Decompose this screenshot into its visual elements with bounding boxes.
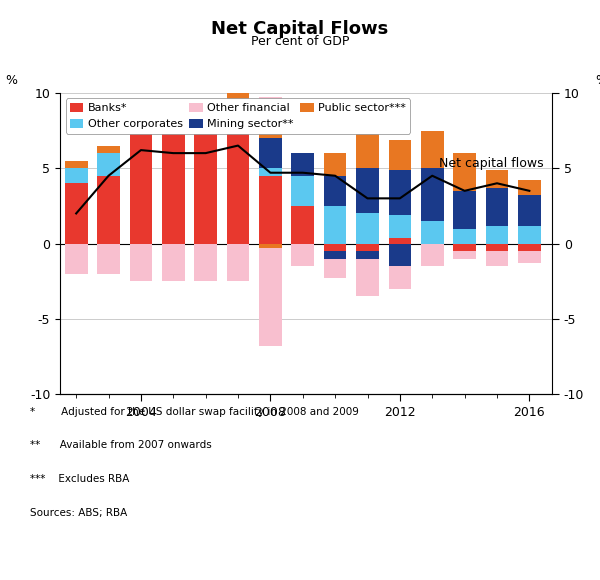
Bar — [453, 251, 476, 259]
Text: Sources: ABS; RBA: Sources: ABS; RBA — [30, 508, 127, 517]
Bar — [389, 244, 411, 266]
Bar — [518, 180, 541, 195]
Text: %: % — [5, 74, 17, 87]
Bar — [65, 244, 88, 274]
Bar — [259, 120, 282, 138]
Bar — [421, 244, 443, 266]
Bar — [453, 229, 476, 244]
Text: ***    Excludes RBA: *** Excludes RBA — [30, 474, 130, 484]
Bar — [227, 100, 250, 130]
Bar — [389, 238, 411, 244]
Bar — [324, 251, 346, 259]
Bar — [65, 183, 88, 244]
Text: Net Capital Flows: Net Capital Flows — [211, 20, 389, 38]
Bar — [292, 244, 314, 266]
Bar — [65, 168, 88, 183]
Bar — [194, 130, 217, 244]
Bar — [130, 113, 152, 120]
Bar — [453, 191, 476, 229]
Bar — [356, 168, 379, 213]
Bar — [259, 168, 282, 176]
Bar — [356, 244, 379, 251]
Bar — [292, 153, 314, 176]
Bar — [518, 244, 541, 251]
Bar — [227, 244, 250, 281]
Bar — [259, 244, 282, 248]
Bar — [389, 140, 411, 170]
Bar — [324, 176, 346, 206]
Bar — [97, 244, 120, 274]
Text: **      Available from 2007 onwards: ** Available from 2007 onwards — [30, 440, 212, 450]
Text: Per cent of GDP: Per cent of GDP — [251, 35, 349, 48]
Bar — [389, 170, 411, 215]
Bar — [324, 259, 346, 278]
Bar — [259, 138, 282, 168]
Bar — [130, 130, 152, 244]
Bar — [227, 130, 250, 244]
Bar — [324, 153, 346, 176]
Bar — [421, 168, 443, 221]
Bar — [130, 244, 152, 281]
Bar — [162, 115, 185, 123]
Bar — [389, 266, 411, 289]
Bar — [130, 120, 152, 130]
Bar — [259, 248, 282, 346]
Bar — [227, 88, 250, 100]
Bar — [97, 146, 120, 153]
Bar — [162, 130, 185, 244]
Bar — [356, 259, 379, 296]
Bar — [324, 206, 346, 244]
Bar — [356, 213, 379, 244]
Bar — [421, 221, 443, 244]
Legend: Banks*, Other corporates, Other financial, Mining sector**, Public sector***: Banks*, Other corporates, Other financia… — [65, 99, 410, 133]
Text: %: % — [595, 74, 600, 87]
Bar — [292, 176, 314, 206]
Bar — [292, 206, 314, 244]
Text: Net capital flows: Net capital flows — [439, 157, 544, 170]
Bar — [453, 244, 476, 251]
Bar — [97, 153, 120, 176]
Bar — [194, 106, 217, 118]
Bar — [324, 244, 346, 251]
Bar — [194, 244, 217, 281]
Bar — [65, 161, 88, 168]
Bar — [421, 130, 443, 168]
Bar — [259, 176, 282, 244]
Text: *        Adjusted for the US dollar swap facility in 2008 and 2009: * Adjusted for the US dollar swap facili… — [30, 407, 359, 416]
Bar — [97, 176, 120, 244]
Bar — [518, 251, 541, 263]
Bar — [485, 251, 508, 266]
Bar — [518, 195, 541, 226]
Bar — [485, 226, 508, 244]
Bar — [518, 226, 541, 244]
Bar — [259, 97, 282, 120]
Bar — [389, 215, 411, 238]
Bar — [356, 251, 379, 259]
Bar — [453, 153, 476, 191]
Bar — [485, 188, 508, 226]
Bar — [162, 244, 185, 281]
Bar — [356, 130, 379, 168]
Bar — [485, 170, 508, 188]
Bar — [162, 123, 185, 130]
Bar — [485, 244, 508, 251]
Bar — [194, 118, 217, 130]
